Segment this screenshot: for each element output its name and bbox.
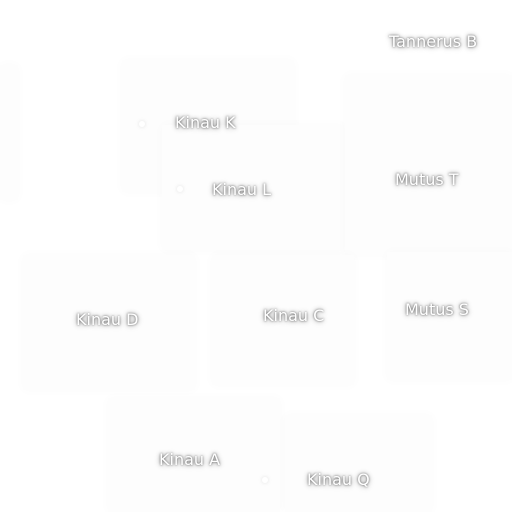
place-label-tannerus-b[interactable]: Tannerus B <box>389 32 478 51</box>
map-tile <box>212 255 354 385</box>
place-label-kinau-l[interactable]: Kinau L <box>212 180 272 199</box>
map-tile <box>387 252 512 380</box>
place-label-kinau-k[interactable]: Kinau K <box>175 113 236 132</box>
place-label-kinau-a[interactable]: Kinau A <box>159 450 221 469</box>
feature-marker[interactable] <box>262 477 268 483</box>
place-label-kinau-d[interactable]: Kinau D <box>76 310 139 329</box>
map-tile <box>108 398 280 512</box>
map-tile <box>162 125 344 250</box>
place-label-mutus-s[interactable]: Mutus S <box>405 300 469 319</box>
map-tile <box>285 415 432 512</box>
feature-marker[interactable] <box>139 121 145 127</box>
map-tile <box>345 75 512 255</box>
place-label-mutus-t[interactable]: Mutus T <box>395 170 459 189</box>
map-tile <box>23 255 195 390</box>
place-label-kinau-c[interactable]: Kinau C <box>263 306 325 325</box>
map-tile <box>0 65 18 200</box>
feature-marker[interactable] <box>177 186 183 192</box>
place-label-kinau-q[interactable]: Kinau Q <box>307 470 370 489</box>
